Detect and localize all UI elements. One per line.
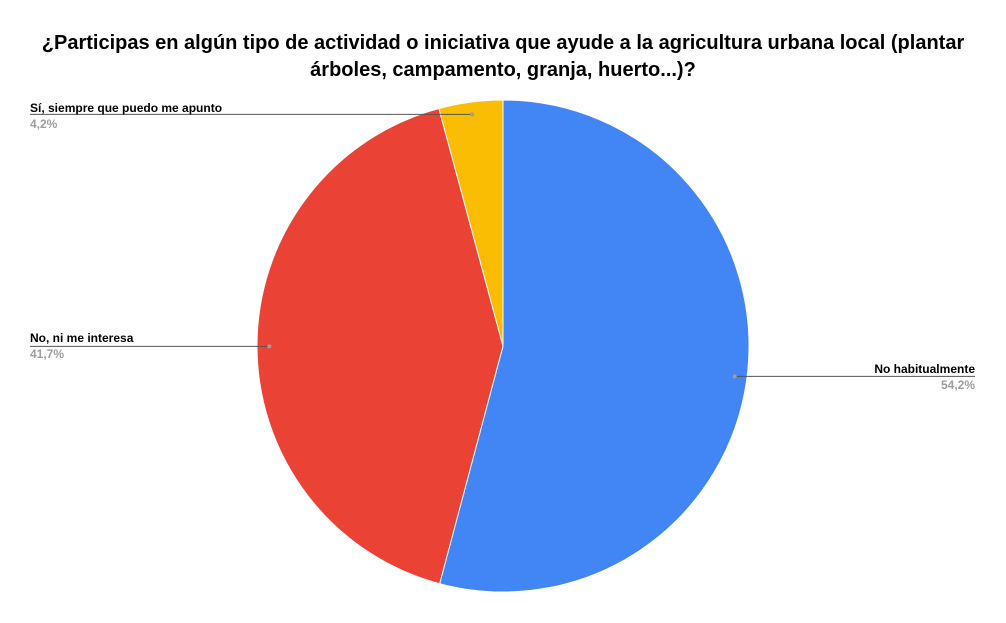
slice-label-no-habitualmente: No habitualmente 54,2% xyxy=(820,361,975,393)
slice-percent: 41,7% xyxy=(30,347,65,361)
slice-name: Sí, siempre que puedo me apunto xyxy=(30,101,223,115)
chart-title: ¿Participas en algún tipo de actividad o… xyxy=(0,30,1006,84)
slice-label-si-siempre: Sí, siempre que puedo me apunto 4,2% xyxy=(30,100,222,132)
chart-title-line2: árboles, campamento, granja, huerto...)? xyxy=(310,59,696,81)
slice-label-no-ni-me-interesa: No, ni me interesa 41,7% xyxy=(30,330,133,362)
slice-name: No, ni me interesa xyxy=(30,331,134,345)
pie-slice xyxy=(439,99,750,593)
chart-title-line1: ¿Participas en algún tipo de actividad o… xyxy=(41,32,965,54)
slice-percent: 54,2% xyxy=(940,378,975,392)
leader-dot xyxy=(732,374,737,379)
pie-slice xyxy=(438,99,504,347)
leader-dot xyxy=(267,344,272,349)
slice-name: No habitualmente xyxy=(874,362,975,376)
slice-percent: 4,2% xyxy=(30,117,58,131)
leader-dot xyxy=(470,112,475,117)
